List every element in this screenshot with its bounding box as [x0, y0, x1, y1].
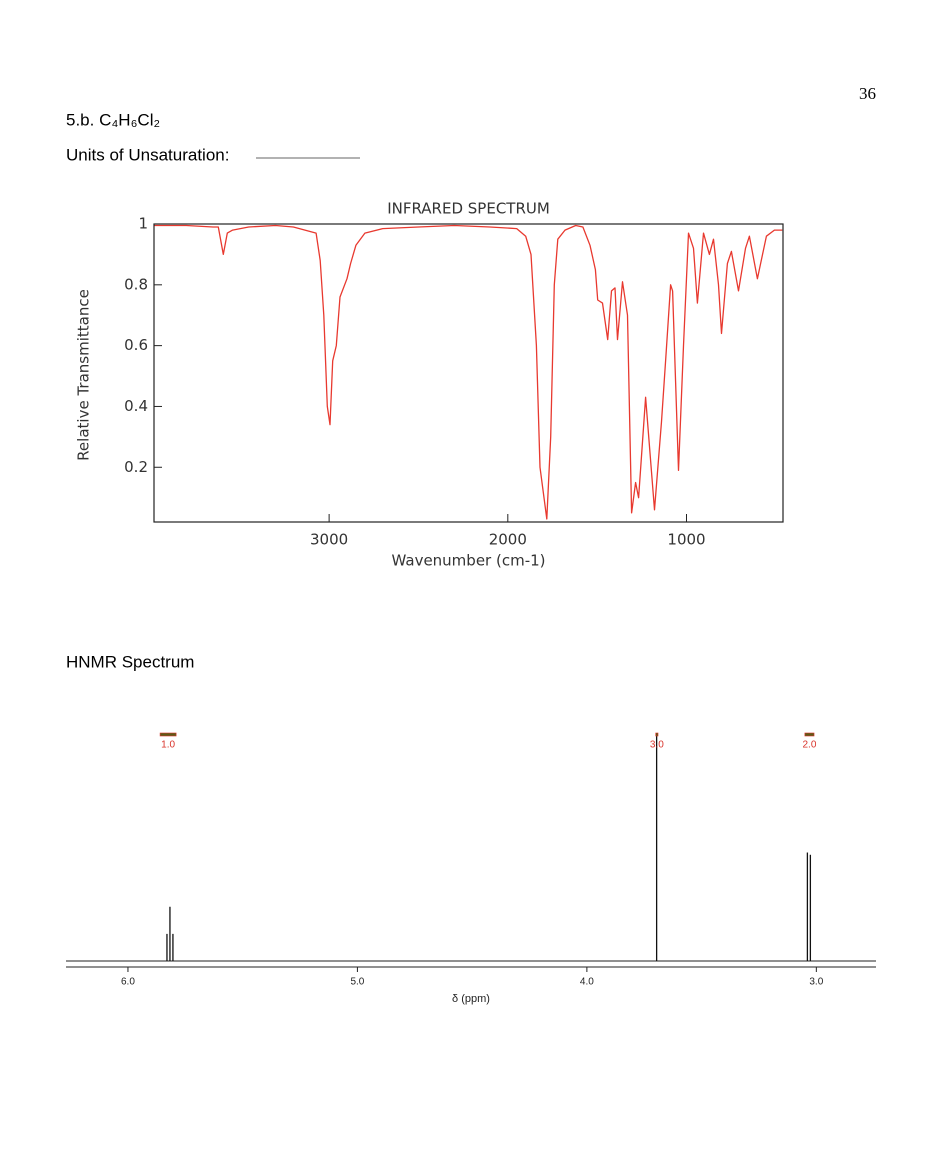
plot-frame: [153, 223, 784, 523]
heading: 5.b. C₄H₆Cl₂: [66, 110, 160, 129]
x-tick-label: 5.0: [350, 977, 364, 988]
x-tick-label: 3000: [310, 531, 348, 549]
spectrum-line: [154, 224, 783, 520]
x-tick-label: 2000: [489, 531, 527, 549]
x-tick-label: 4.0: [580, 977, 594, 988]
y-tick-label: 0.4: [124, 397, 148, 415]
integral-bar: [655, 732, 659, 737]
integral-label: 2.0: [803, 740, 817, 751]
integral-bar: [804, 732, 815, 737]
x-tick-label: 1000: [667, 531, 705, 549]
integral-bar: [159, 732, 177, 737]
y-tick-label: 1: [138, 215, 148, 233]
section-title: HNMR Spectrum: [66, 652, 194, 671]
chart-title: INFRARED SPECTRUM: [387, 200, 550, 218]
integral-label: 3.0: [650, 740, 664, 751]
integral-label: 1.0: [161, 740, 175, 751]
y-axis-label: Relative Transmittance: [75, 289, 93, 461]
page-number: 36: [859, 84, 876, 103]
x-tick-label: 3.0: [809, 977, 823, 988]
y-tick-label: 0.8: [124, 275, 148, 293]
x-axis-label: Wavenumber (cm-1): [392, 552, 546, 570]
y-tick-label: 0.2: [124, 458, 148, 476]
x-axis-label: δ (ppm): [452, 993, 490, 1005]
question: Units of Unsaturation:: [66, 145, 229, 164]
x-tick-label: 6.0: [121, 977, 135, 988]
y-tick-label: 0.6: [124, 336, 148, 354]
